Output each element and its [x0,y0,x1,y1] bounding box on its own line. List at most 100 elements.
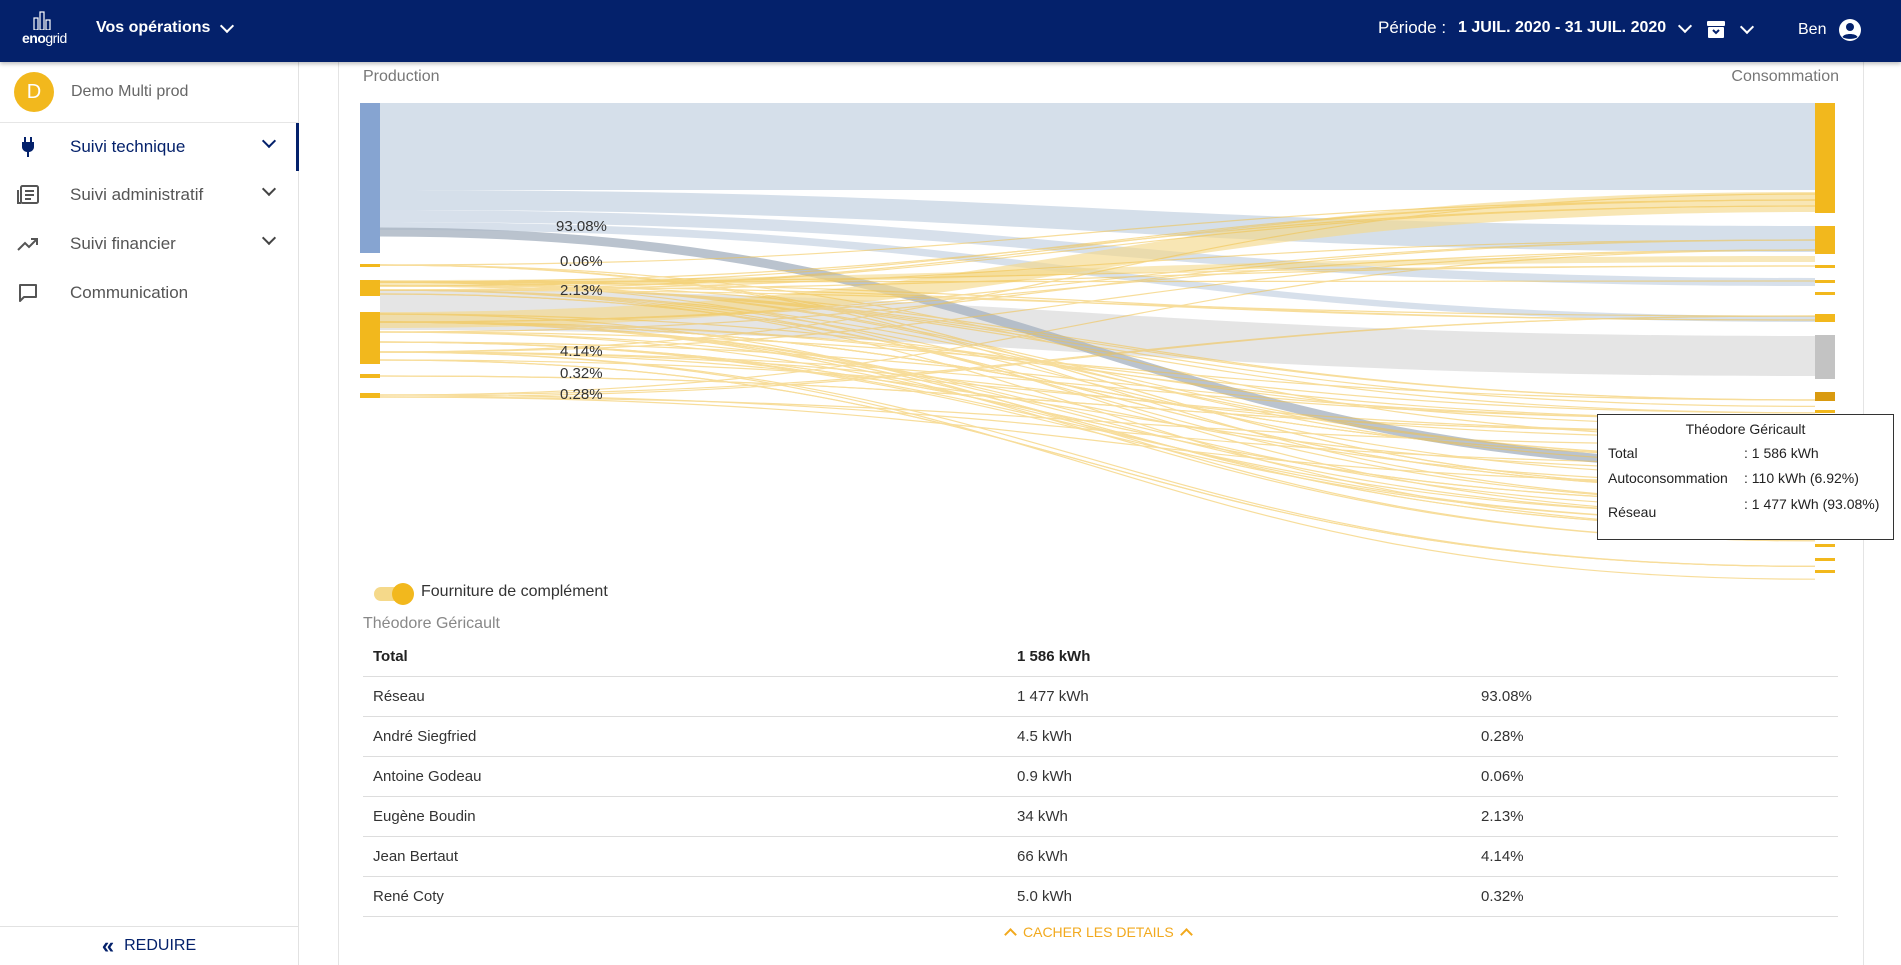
sidebar-item-suivi-financier[interactable]: Suivi financier [0,220,298,268]
sidebar-item-label: Suivi administratif [70,185,204,204]
archive-box-icon [1707,21,1725,38]
sankey-link [379,341,1816,420]
reduce-label: REDUIRE [124,937,197,954]
hide-details-button[interactable]: CACHER LES DETAILS [1004,924,1193,941]
period-range: 1 JUIL. 2020 - 31 JUIL. 2020 [1458,19,1667,36]
sankey-link [379,239,1816,291]
tooltip-label: Autoconsommation [1608,470,1728,486]
newspaper-icon [16,183,40,207]
details-title: Théodore Géricault [363,615,500,632]
table-cell: 0.32% [1471,876,1838,917]
reduce-sidebar-button[interactable]: « REDUIRE [0,926,298,965]
sidebar-item-label: Suivi financier [70,234,176,253]
sidebar: D Demo Multi prod Suivi technique Suivi … [0,62,299,965]
sankey-node [1815,335,1835,379]
tooltip-title: Théodore Géricault [1685,421,1806,437]
energy-sankey-chart[interactable] [360,100,1840,580]
percentage-label: 0.06% [560,253,603,270]
chevron-up-icon [1004,928,1017,941]
sankey-link [379,264,1816,439]
sankey-link [379,394,1816,465]
double-chevron-left-icon: « [101,933,115,958]
table-cell: 0.28% [1471,716,1838,757]
period-label: Période : [1378,18,1447,37]
sankey-link [379,264,1816,491]
organization-selector[interactable]: D Demo Multi prod [0,62,298,123]
sankey-node-grid [360,103,380,253]
table-row: Réseau 1 477 kWh 93.08% [363,676,1838,717]
sankey-link [379,239,1816,333]
chat-icon [16,281,40,305]
sankey-link [380,210,1815,286]
hide-details-label: CACHER LES DETAILS [1023,924,1174,940]
period-range-dropdown[interactable]: 1 JUIL. 2020 - 31 JUIL. 2020 [1458,18,1693,37]
sankey-link [379,265,1816,291]
table-cell: René Coty [363,876,1007,917]
sankey-node [1815,558,1835,561]
sankey-node [360,374,380,378]
buildings-icon [33,11,51,30]
sankey-link [380,103,1815,190]
operations-dropdown[interactable]: Vos opérations [96,18,235,37]
user-name: Ben [1798,21,1827,38]
table-cell: André Siegfried [363,716,1007,757]
sankey-link [379,351,1816,439]
user-menu[interactable]: Ben [1798,18,1862,42]
table-cell: Antoine Godeau [363,756,1007,797]
sankey-link [379,289,1816,459]
top-bar: enogrid Vos opérations Période : 1 JUIL.… [0,0,1901,62]
sankey-link [379,375,1816,433]
sankey-link [379,331,1816,401]
chevron-down-icon [1739,19,1755,34]
table-cell: Réseau [363,676,1007,717]
chevron-up-icon [1179,928,1193,941]
sankey-link [379,321,1816,510]
sankey-link [380,190,1815,252]
sankey-node [1815,544,1835,547]
sankey-thin-links [379,193,1816,580]
sankey-link [379,351,1816,420]
table-cell: 2.13% [1471,796,1838,837]
sankey-node [1815,265,1835,268]
table-row-total: Total 1 586 kWh [363,637,1838,677]
tooltip-value: : 110 kWh (6.92%) [1744,470,1859,486]
org-avatar: D [14,72,54,112]
sankey-link [380,256,1815,286]
sankey-link [379,321,1816,414]
enogrid-logo[interactable]: enogrid [22,10,74,50]
sankey-tooltip: Théodore Géricault Total : 1 586 kWh Aut… [1597,414,1894,540]
table-cell: Jean Bertaut [363,836,1007,877]
sidebar-item-suivi-technique[interactable]: Suivi technique [0,123,299,171]
percentage-label: 0.32% [560,365,603,382]
toggle-label: Fourniture de complément [421,583,608,600]
account-circle-icon [1839,19,1862,41]
supplement-supply-toggle[interactable] [374,583,414,605]
sankey-node-theodore-gericault [1815,392,1835,401]
sankey-node [1815,314,1835,322]
tooltip-value: : 1 477 kWh (93.08%) [1744,496,1880,512]
production-axis-label: Production [363,68,440,85]
percentage-label: 4.14% [560,343,603,360]
chevron-down-icon [1678,18,1693,33]
sidebar-item-suivi-administratif[interactable]: Suivi administratif [0,171,298,219]
sankey-link [379,313,1816,427]
sidebar-item-label: Suivi technique [70,137,186,156]
sankey-link [379,351,1816,471]
sankey-link [379,341,1816,503]
chevron-down-icon [261,181,277,197]
chevron-down-icon [261,230,277,246]
table-cell [1471,637,1838,677]
table-row: Jean Bertaut 66 kWh 4.14% [363,836,1838,877]
table-cell: 93.08% [1471,676,1838,717]
sankey-link [379,315,1816,396]
sankey-link [379,321,1816,459]
table-row: Eugène Boudin 34 kWh 2.13% [363,796,1838,837]
plug-icon [16,135,40,159]
sankey-link [379,281,1816,516]
table-row: René Coty 5.0 kWh 0.32% [363,876,1838,917]
archive-dropdown[interactable] [1706,19,1755,39]
sankey-node [1815,410,1835,413]
sidebar-item-communication[interactable]: Communication [0,269,298,317]
table-cell: 5.0 kWh [1007,876,1471,917]
table-cell: Eugène Boudin [363,796,1007,837]
